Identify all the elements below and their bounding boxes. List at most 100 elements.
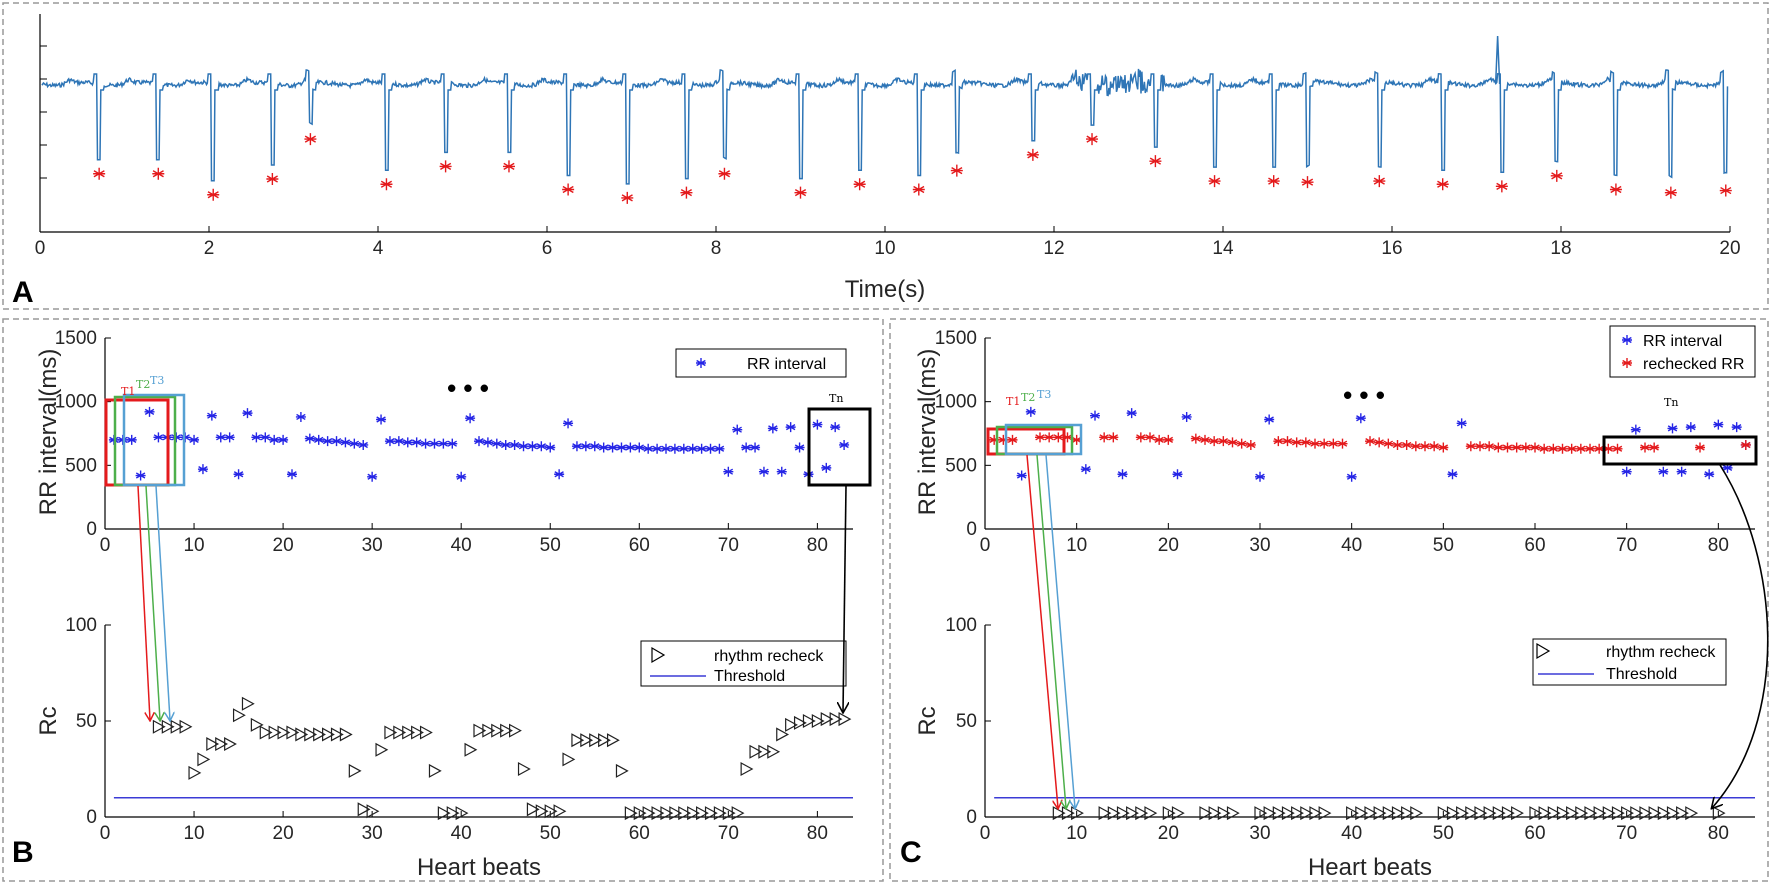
panel-c-rechecked-marker <box>1300 437 1311 448</box>
panel-c-rechecked-marker <box>1640 442 1650 453</box>
panel-b-rc-marker <box>473 723 487 738</box>
panel-b-rr-marker <box>215 432 226 443</box>
panel-c-rechecked-marker <box>1649 442 1660 453</box>
panel-c-rechecked-marker <box>1493 442 1504 453</box>
panel-c-window-tn <box>1602 435 1758 466</box>
panel-b-top-x-ticks: 0 10 20 30 40 50 60 70 80 <box>100 523 828 556</box>
panel-b-rr-marker <box>393 436 404 447</box>
panel-b-rc-marker <box>660 806 674 821</box>
panel-c-rr-marker <box>1346 471 1357 482</box>
panel-b-frame <box>2 318 884 882</box>
panel-b-rc-marker <box>322 727 335 742</box>
panel-c-top-x-tick-label: 50 <box>1433 535 1454 556</box>
panel-c-rc-marker <box>1135 806 1149 821</box>
panel-b-rr-marker <box>545 442 556 453</box>
panel-c-rc-marker <box>1621 806 1634 821</box>
panel-b-rc-marker <box>633 806 647 821</box>
panel-b-top-y-tick-label: 0 <box>86 519 97 540</box>
panel-a-r-peak-marker <box>502 160 515 173</box>
panel-a-ecg-spike <box>1494 35 1501 85</box>
panel-a-r-peak-marker <box>912 183 925 196</box>
panel-b-rr-marker <box>295 411 306 422</box>
panel-c-rechecked-marker <box>1585 443 1595 454</box>
panel-c-rechecked-marker <box>1163 434 1174 445</box>
panel-c-top-x-tick-label: 40 <box>1341 535 1362 556</box>
panel-b-rr-marker <box>465 413 476 424</box>
panel-a-r-peak-marker <box>439 160 452 173</box>
panel-b-rr-marker <box>251 432 262 443</box>
panel-a-xlabel: Time(s) <box>845 276 925 303</box>
panel-b-rr-marker <box>491 438 502 449</box>
panel-b-rc-marker <box>704 806 718 821</box>
panel-b-rc-marker <box>642 806 656 821</box>
panel-a-y-ticks <box>40 45 47 179</box>
panel-c-rc-marker <box>1584 806 1598 821</box>
panel-c-rc-marker <box>1199 806 1213 821</box>
panel-b-rc-marker <box>562 752 576 767</box>
panel-b-rr-marker <box>741 442 752 453</box>
panel-b-bottom-x-tick-label: 70 <box>718 823 739 844</box>
panel-b-rc-marker <box>687 806 700 821</box>
panel-c-rechecked-marker <box>1475 441 1485 452</box>
panel-b-rc-marker <box>776 727 790 742</box>
panel-a-r-peak-marker <box>207 188 220 201</box>
panel-c-rc-marker <box>1098 806 1112 821</box>
panel-a-r-peak-marker <box>380 178 393 191</box>
panel-b-rr-marker <box>189 434 200 445</box>
panel-b-rc-marker <box>544 804 558 819</box>
panel-c-arrow-t3 <box>1045 454 1075 808</box>
panel-c-window-t3 <box>1004 423 1083 456</box>
panel-c-rechecked-marker <box>1236 438 1247 449</box>
panel-b-rc-marker <box>517 761 531 777</box>
panel-c-rc-marker <box>1291 806 1304 821</box>
panel-a-r-peak-marker <box>680 186 693 199</box>
panel-b-rr-marker <box>821 462 832 473</box>
panel-b-rr-marker <box>197 464 208 475</box>
panel-b-bottom-x-tick-label: 60 <box>629 823 650 844</box>
panel-b-legend-rr-marker <box>696 358 706 368</box>
panel-c-top-x-tick-label: 70 <box>1616 535 1637 556</box>
panel-c-arrow-t2 <box>1036 454 1066 808</box>
panel-c-rr-marker <box>1658 466 1669 477</box>
panel-b-rr-marker <box>287 469 297 480</box>
panel-b-rc-marker <box>606 733 620 748</box>
panel-c-rc-marker <box>1208 806 1222 821</box>
panel-b-bottom-ylabel: Rc <box>35 706 62 735</box>
panel-c-bottom-x-tick-label: 40 <box>1341 823 1362 844</box>
panel-c-rechecked-marker <box>1520 442 1531 453</box>
panel-b-rr-marker <box>509 439 520 450</box>
panel-c-rechecked-marker <box>1603 443 1614 454</box>
panel-a-x-tick-label: 16 <box>1381 238 1402 259</box>
panel-c-top-y-tick-label: 1000 <box>935 392 977 413</box>
panel-b-legend-rr-label: RR interval <box>747 356 826 373</box>
panel-b-rr-marker <box>812 419 823 430</box>
panel-b-rc-marker <box>509 723 522 738</box>
panel-b-rc-marker <box>598 733 611 748</box>
panel-c-bottom-ylabel: Rc <box>914 706 941 735</box>
panel-c-bottom-x-tick-label: 50 <box>1433 823 1454 844</box>
panel-a-r-peak-marker <box>1149 155 1162 168</box>
panel-b-rr-marker <box>554 469 565 480</box>
panel-a-r-peak-marker <box>1373 175 1386 188</box>
panel-b-label-tn: Tn <box>829 392 843 405</box>
panel-c-rechecked-marker <box>1190 433 1201 444</box>
panel-b-rc-marker <box>713 806 727 821</box>
panel-c-rechecked-marker <box>1209 436 1220 447</box>
panel-b-top-y-tick-label: 1500 <box>55 328 97 349</box>
panel-b-rr-marker <box>723 466 734 477</box>
panel-b-rr-marker <box>260 432 271 443</box>
panel-b-rc-marker <box>446 806 460 821</box>
panel-b-rc-marker <box>624 806 638 821</box>
panel-b-rr-marker <box>518 441 529 452</box>
panel-b-legend-threshold-label: Threshold <box>714 668 785 685</box>
panel-c-rechecked-marker <box>1530 442 1540 453</box>
panel-c-rr-marker <box>1025 406 1036 417</box>
panel-c-rechecked-marker <box>1108 432 1119 443</box>
panel-b-top-x-tick-label: 10 <box>183 535 204 556</box>
panel-b-rr-marker <box>696 443 707 454</box>
panel-c-top-x-tick-label: 10 <box>1066 535 1087 556</box>
panel-b-rr-marker <box>563 418 574 429</box>
panel-c-rechecked-marker <box>1401 439 1412 450</box>
